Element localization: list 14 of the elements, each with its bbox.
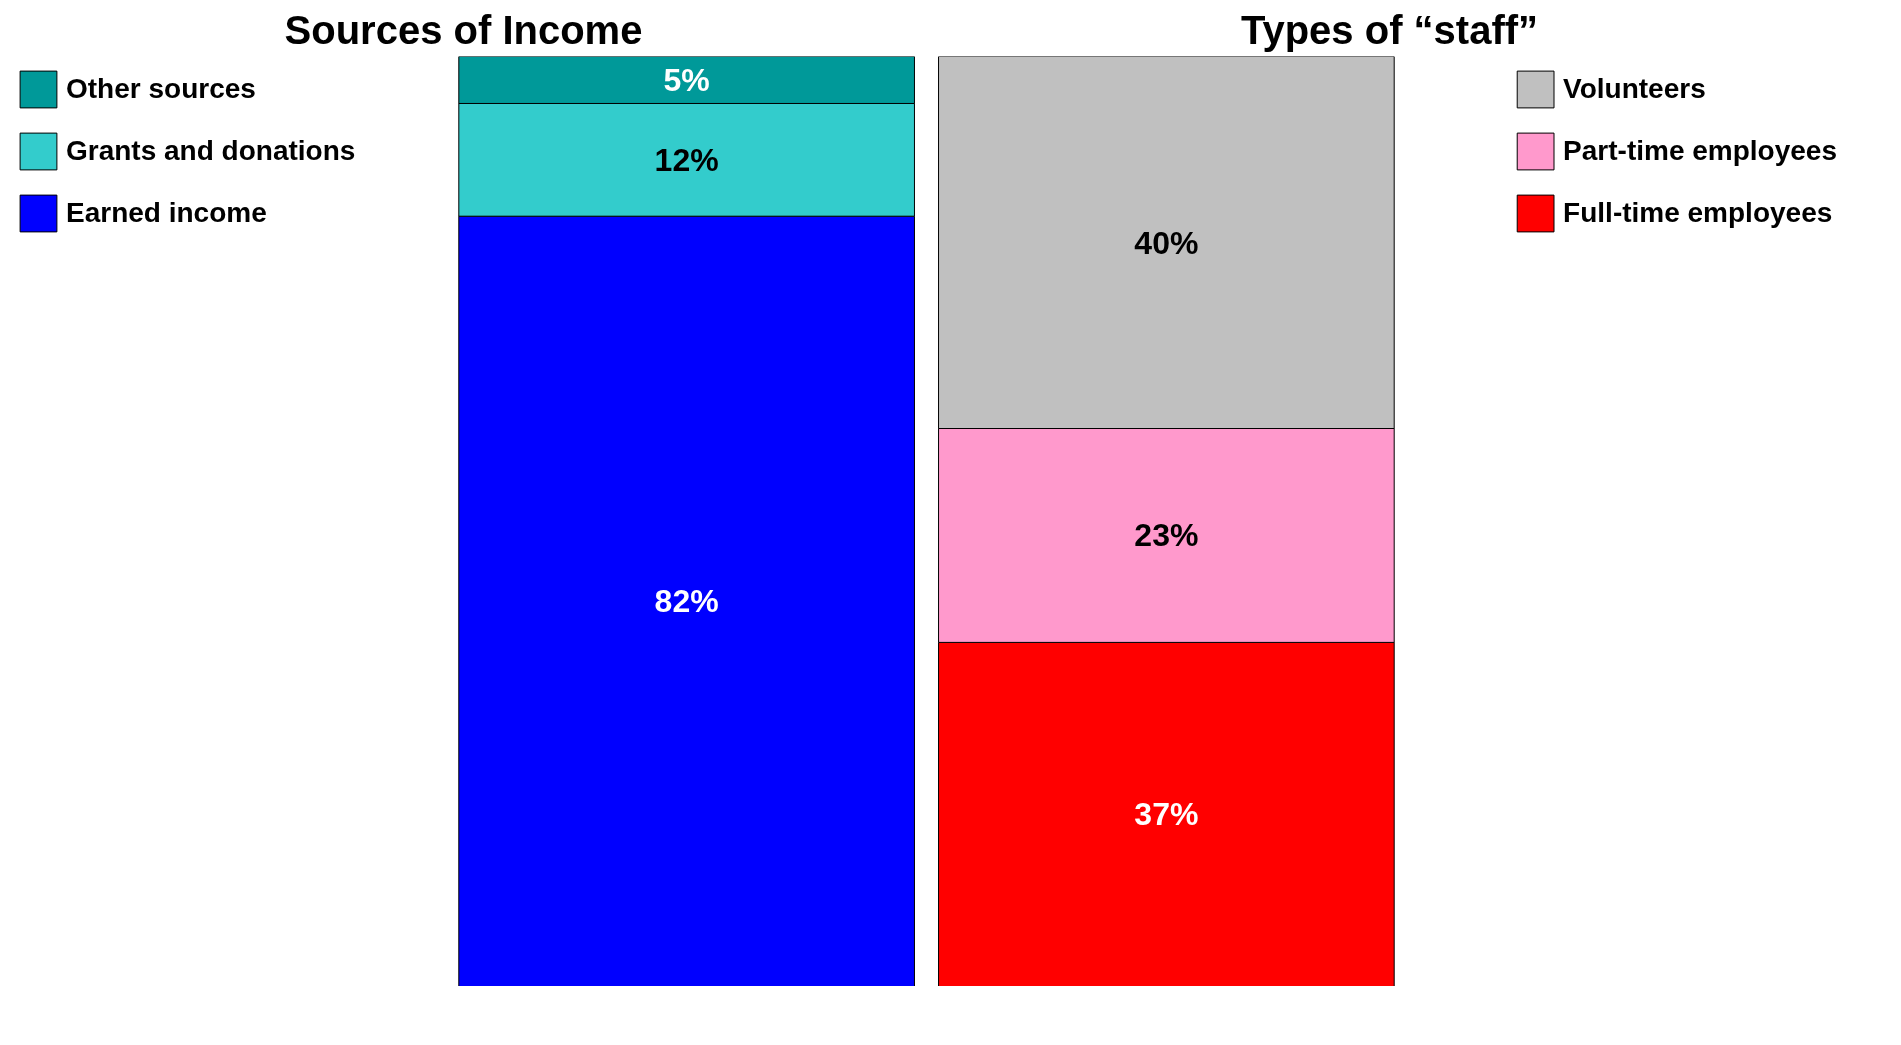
data-label: 82% [654, 583, 719, 620]
data-label: 5% [663, 61, 710, 98]
data-label: 37% [1134, 796, 1199, 833]
legend-label: Other sources [66, 72, 256, 106]
chart-title: Types of “staff” [1240, 7, 1539, 52]
data-label: 23% [1134, 517, 1199, 554]
legend-label: Part-time employees [1563, 134, 1837, 168]
data-label: 40% [1134, 224, 1199, 261]
data-label: 12% [654, 141, 719, 178]
legend-label: Volunteers [1563, 72, 1706, 106]
legend-label: Full-time employees [1563, 196, 1833, 230]
legend-label: Earned income [66, 196, 267, 230]
chart-title: Sources of Income [284, 7, 643, 52]
legend-label: Grants and donations [66, 134, 356, 168]
